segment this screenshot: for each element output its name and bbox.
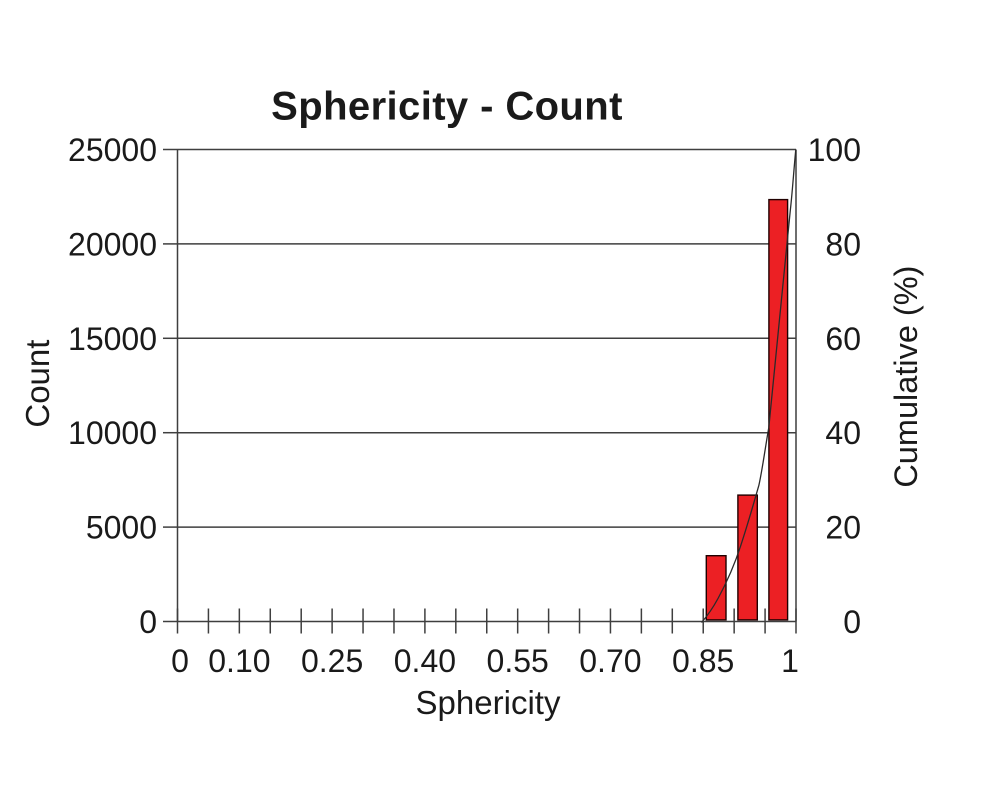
svg-text:0.70: 0.70: [579, 643, 641, 679]
svg-text:20: 20: [825, 510, 861, 546]
svg-text:0.40: 0.40: [394, 643, 456, 679]
svg-text:0.25: 0.25: [301, 643, 363, 679]
svg-text:0.10: 0.10: [208, 643, 270, 679]
svg-text:Count: Count: [19, 340, 56, 428]
svg-text:25000: 25000: [68, 132, 157, 168]
svg-text:5000: 5000: [86, 510, 157, 546]
svg-text:0: 0: [171, 643, 189, 679]
svg-text:40: 40: [825, 415, 861, 451]
svg-text:60: 60: [825, 321, 861, 357]
svg-text:0: 0: [843, 604, 861, 640]
svg-text:10000: 10000: [68, 415, 157, 451]
svg-text:1: 1: [781, 643, 799, 679]
svg-text:100: 100: [808, 132, 861, 168]
svg-text:Sphericity - Count: Sphericity - Count: [271, 85, 623, 129]
svg-text:20000: 20000: [68, 226, 157, 262]
svg-text:15000: 15000: [68, 321, 157, 357]
svg-text:Sphericity: Sphericity: [416, 684, 561, 721]
svg-text:0.85: 0.85: [672, 643, 734, 679]
svg-text:Cumulative (%): Cumulative (%): [888, 266, 924, 488]
svg-text:0: 0: [139, 604, 157, 640]
svg-text:0.55: 0.55: [487, 643, 549, 679]
svg-text:80: 80: [825, 226, 861, 262]
